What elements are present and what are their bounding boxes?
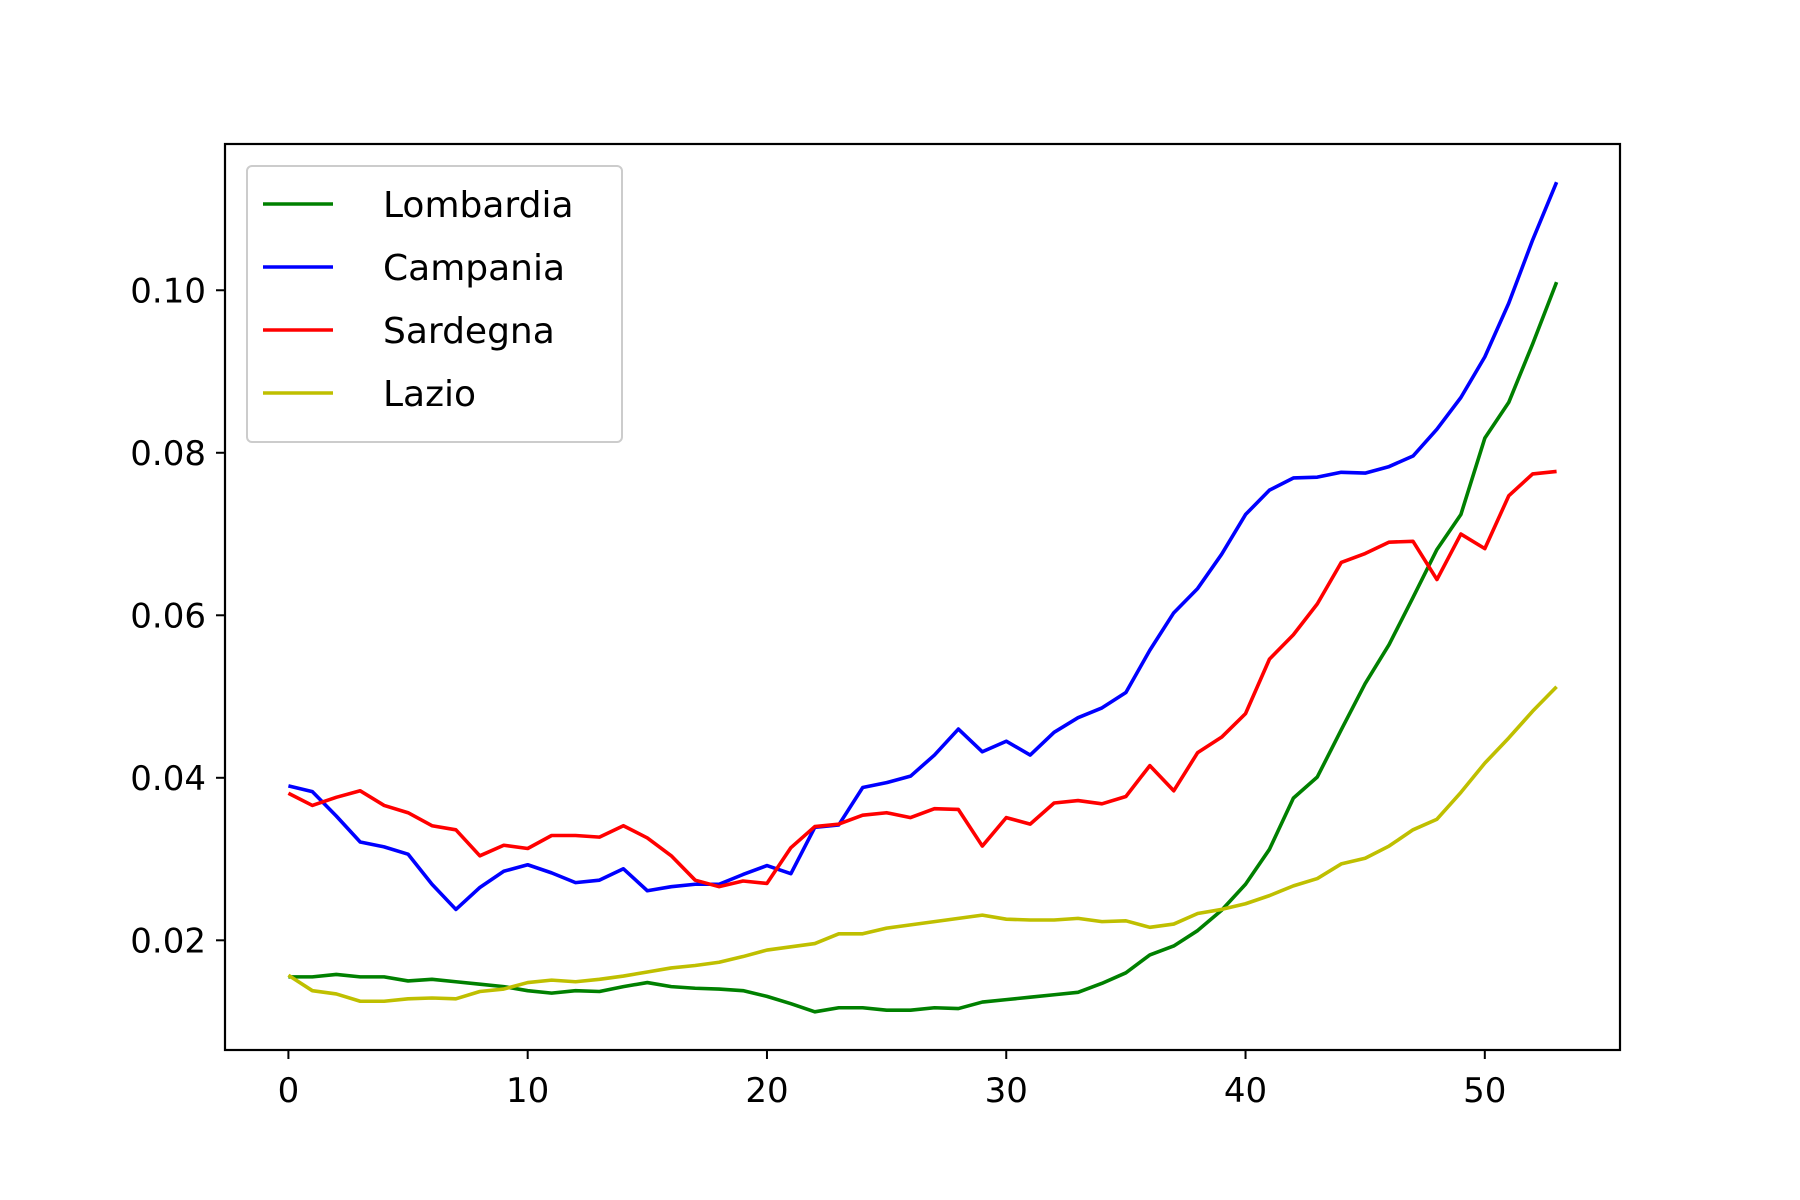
series-line-lombardia [288, 281, 1559, 1014]
x-tick-label: 40 [1224, 1071, 1267, 1111]
legend-label: Lazio [383, 374, 476, 415]
legend-label: Sardegna [383, 311, 555, 352]
y-axis: 0.02 0.04 0.06 0.08 0.10 [130, 271, 225, 961]
legend-label: Lombardia [383, 185, 574, 226]
series-line-sardegna [287, 469, 1557, 889]
y-tick-label: 0.04 [130, 759, 206, 799]
y-tick-label: 0.10 [130, 271, 206, 311]
plot-frame [223, 142, 1622, 1052]
y-tick-label: 0.08 [130, 434, 206, 474]
legend-label: Campania [383, 248, 565, 289]
series-line-lazio [287, 685, 1558, 1004]
y-tick-label: 0.06 [130, 596, 206, 636]
x-axis: 0 10 20 30 40 50 [278, 1050, 1506, 1111]
x-tick-label: 0 [278, 1071, 300, 1111]
legend-frame [246, 165, 623, 443]
x-tick-label: 50 [1463, 1071, 1506, 1111]
series-line-campania [287, 181, 1559, 912]
x-tick-label: 10 [506, 1071, 549, 1111]
x-tick-label: 30 [985, 1071, 1028, 1111]
series-layer [287, 181, 1559, 1014]
legend: Lombardia Campania Sardegna Lazio [246, 165, 623, 443]
y-tick-label: 0.02 [130, 921, 206, 961]
x-tick-label: 20 [745, 1071, 788, 1111]
